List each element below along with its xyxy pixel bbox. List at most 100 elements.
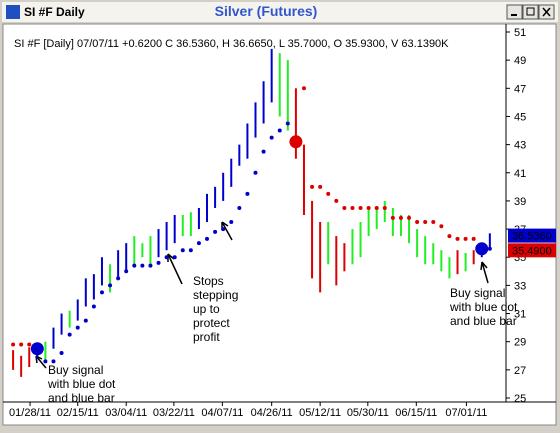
x-tick-label: 05/30/11 xyxy=(347,407,389,419)
stop-dot xyxy=(116,276,121,281)
stop-dot xyxy=(75,325,80,330)
stop-dot xyxy=(124,269,129,274)
y-tick-label: 43 xyxy=(514,140,526,152)
x-tick-label: 03/04/11 xyxy=(105,407,147,419)
close-icon xyxy=(542,7,551,17)
stop-dot xyxy=(390,215,395,220)
stop-dot xyxy=(132,263,137,268)
stop-dot xyxy=(487,246,492,251)
stop-dot xyxy=(180,248,185,253)
y-tick-label: 45 xyxy=(514,111,526,123)
stop-dot xyxy=(326,191,331,196)
stop-dot xyxy=(188,248,193,253)
stop-dot xyxy=(342,205,347,210)
stop-dot xyxy=(269,135,274,140)
stop-dot xyxy=(213,229,218,234)
stop-dot xyxy=(439,224,444,229)
stop-dot xyxy=(455,236,460,241)
stop-dot xyxy=(11,342,16,347)
stop-dot xyxy=(253,170,258,175)
stop-dot xyxy=(261,149,266,154)
stop-dot xyxy=(407,215,412,220)
x-tick-label: 04/26/11 xyxy=(251,407,293,419)
stop-dot xyxy=(196,241,201,246)
y-tick-label: 47 xyxy=(514,83,526,95)
signal-dot xyxy=(475,242,489,256)
stop-dot xyxy=(447,234,452,239)
price-flag xyxy=(508,228,556,243)
stop-dot xyxy=(99,290,104,295)
stop-dot xyxy=(277,128,282,133)
stop-dot xyxy=(358,205,363,210)
annotation-line: profit xyxy=(193,330,220,344)
x-tick-label: 06/15/11 xyxy=(395,407,437,419)
stop-dot xyxy=(334,198,339,203)
signal-dot xyxy=(30,342,44,356)
y-tick-label: 33 xyxy=(514,280,526,292)
stop-dot xyxy=(164,255,169,260)
stop-dot xyxy=(423,220,428,225)
y-tick-label: 31 xyxy=(514,309,526,321)
chart-title: Silver (Futures) xyxy=(215,3,318,19)
price-flag xyxy=(508,243,556,258)
stop-dot xyxy=(310,184,315,189)
stop-dot xyxy=(83,318,88,323)
window-title: SI #F Daily xyxy=(24,5,85,19)
stop-dot xyxy=(245,191,250,196)
stop-dot xyxy=(350,205,355,210)
annotation-line: with blue dot xyxy=(47,377,116,391)
stop-dot xyxy=(221,227,226,232)
stop-dot xyxy=(27,342,32,347)
stop-dot xyxy=(67,332,72,337)
annotation-line: Buy signal xyxy=(450,286,505,300)
title-bar xyxy=(2,2,558,22)
stop-dot xyxy=(366,205,371,210)
annotation-line: up to xyxy=(193,302,220,316)
price-flag-label: 35.4900 xyxy=(512,245,552,257)
x-tick-label: 07/01/11 xyxy=(445,407,487,419)
annotation-line: with blue dot xyxy=(449,300,518,314)
annotation-line: Buy signal xyxy=(48,363,103,377)
price-flag-label: 36.5360 xyxy=(512,231,552,243)
y-tick-label: 29 xyxy=(514,337,526,349)
y-tick-label: 25 xyxy=(514,393,526,405)
arrow xyxy=(480,261,489,284)
stop-dot xyxy=(19,342,24,347)
y-tick-label: 51 xyxy=(514,27,526,39)
y-tick-label: 39 xyxy=(514,196,526,208)
stop-dot xyxy=(382,205,387,210)
y-tick-label: 49 xyxy=(514,55,526,67)
stop-dot xyxy=(471,236,476,241)
annotation-line: and blue bar xyxy=(48,391,115,405)
x-tick-label: 05/12/11 xyxy=(299,407,341,419)
stop-dot xyxy=(318,184,323,189)
app-icon xyxy=(6,5,20,19)
x-tick-label: 01/28/11 xyxy=(9,407,51,419)
x-tick-label: 02/15/11 xyxy=(57,407,99,419)
stop-dot xyxy=(398,215,403,220)
annotation-line: and blue bar xyxy=(450,314,517,328)
stop-dot xyxy=(285,121,290,126)
window-buttons xyxy=(506,4,555,20)
minimize-button[interactable] xyxy=(506,4,523,20)
stop-dot xyxy=(59,350,64,355)
annotation-line: stepping xyxy=(193,288,238,302)
y-tick-label: 41 xyxy=(514,168,526,180)
stop-dot xyxy=(148,263,153,268)
stop-dot xyxy=(91,304,96,309)
stop-dot xyxy=(463,236,468,241)
maximize-icon xyxy=(526,7,535,16)
maximize-button[interactable] xyxy=(522,4,539,20)
stop-dot xyxy=(205,236,210,241)
stop-dot xyxy=(156,260,161,265)
chart-header: SI #F [Daily] 07/07/11 +0.6200 C 36.5360… xyxy=(14,38,449,50)
stop-dot xyxy=(43,359,48,364)
signal-dot xyxy=(289,135,303,149)
stop-dot xyxy=(108,283,113,288)
x-tick-label: 04/07/11 xyxy=(201,407,243,419)
stop-dot xyxy=(431,220,436,225)
stop-dot xyxy=(301,86,306,91)
x-tick-label: 03/22/11 xyxy=(153,407,195,419)
stop-dot xyxy=(415,220,420,225)
